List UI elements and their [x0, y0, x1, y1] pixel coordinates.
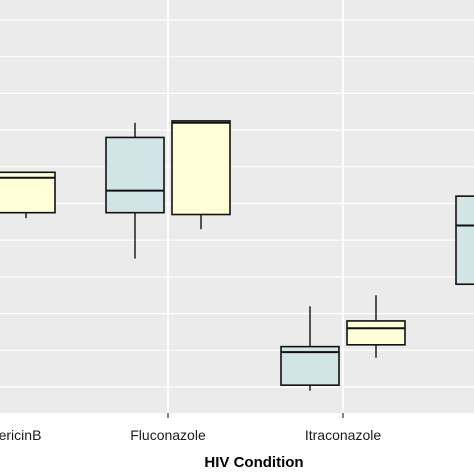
- box-body: [171, 120, 231, 216]
- box-body: [455, 195, 474, 286]
- box-fluconazole-1: [171, 120, 231, 230]
- x-axis: ericinB Fluconazole Itraconazole: [0, 413, 381, 443]
- box-body: [346, 320, 406, 346]
- box-fluconazole-0: [105, 122, 165, 259]
- boxes: [0, 120, 474, 391]
- grid-lines: [0, 0, 474, 413]
- box-voriconazole-0: [455, 195, 474, 286]
- box-amphotericinb-1: [0, 171, 56, 219]
- box-body: [0, 171, 56, 214]
- x-axis-title: HIV Condition: [204, 454, 303, 471]
- x-tick-label: ericinB: [0, 427, 41, 443]
- x-tick-label: Fluconazole: [130, 427, 206, 443]
- box-body: [105, 136, 165, 214]
- x-tick-label: Itraconazole: [305, 427, 381, 443]
- box-itraconazole-0: [280, 306, 340, 391]
- box-itraconazole-1: [346, 295, 406, 358]
- plot-panel: [0, 0, 474, 413]
